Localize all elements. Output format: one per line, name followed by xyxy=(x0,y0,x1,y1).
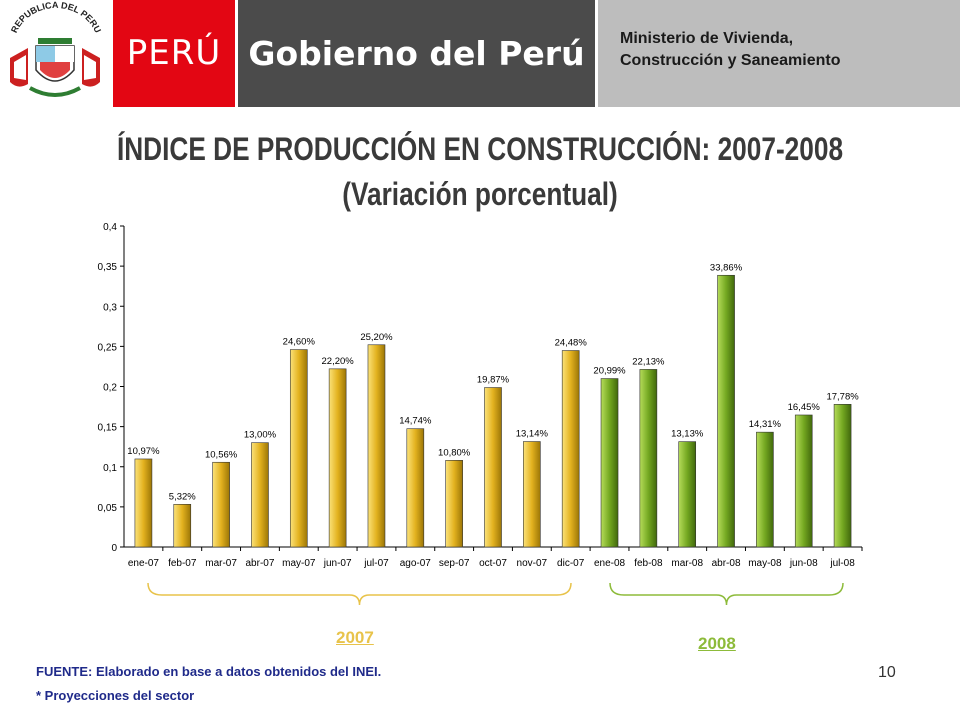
bar-mar-08 xyxy=(678,441,697,548)
data-label-ene-08: 20,99% xyxy=(593,366,626,377)
gobierno-label: Gobierno del Perú xyxy=(248,34,585,73)
x-tick-label-oct-07: oct-07 xyxy=(479,558,507,569)
data-label-oct-07: 19,87% xyxy=(477,375,510,386)
y-tick-label: 0,35 xyxy=(98,262,118,273)
bar-dic-07 xyxy=(561,350,580,548)
x-tick-label-may-07: may-07 xyxy=(282,558,316,569)
peru-brand-box: PERÚ xyxy=(113,0,235,107)
data-label-jul-08: 17,78% xyxy=(826,391,859,402)
bar-sep-07 xyxy=(445,460,463,548)
x-tick-label-feb-08: feb-08 xyxy=(634,558,663,569)
source-note: FUENTE: Elaborado en base a datos obteni… xyxy=(36,664,382,679)
projection-note: * Proyecciones del sector xyxy=(36,688,195,703)
y-tick-label: 0,25 xyxy=(98,342,118,353)
bar-jun-08 xyxy=(794,414,813,548)
x-tick-label-jul-08: jul-08 xyxy=(829,558,855,569)
x-tick-label-dic-07: dic-07 xyxy=(557,558,585,569)
bar-may-08 xyxy=(756,431,774,548)
y-tick-label: 0,1 xyxy=(103,463,117,474)
bar-ago-07 xyxy=(406,428,425,548)
y-tick-label: 0,3 xyxy=(103,302,117,313)
page-subtitle: (Variación porcentual) xyxy=(342,176,618,212)
data-label-mar-07: 10,56% xyxy=(205,449,238,460)
data-label-feb-08: 22,13% xyxy=(632,356,665,367)
data-label-jul-07: 25,20% xyxy=(360,332,393,343)
ministry-label: Ministerio de Vivienda, Construcción y S… xyxy=(620,30,841,69)
bar-jun-07 xyxy=(328,368,347,548)
data-label-may-08: 14,31% xyxy=(749,419,782,430)
bar-feb-08 xyxy=(639,369,658,548)
gobierno-brand-box: Gobierno del Perú xyxy=(238,0,595,107)
coat-of-arms-logo: REPUBLICA DEL PERU xyxy=(0,0,110,110)
ministry-box: Ministerio de Vivienda, Construcción y S… xyxy=(598,0,960,107)
data-label-may-07: 24,60% xyxy=(283,337,316,348)
x-tick-label-sep-07: sep-07 xyxy=(439,558,470,569)
page-title: ÍNDICE DE PRODUCCIÓN EN CONSTRUCCIÓN: 20… xyxy=(116,131,844,167)
group-label-2008: 2008 xyxy=(698,634,736,653)
data-label-mar-08: 13,13% xyxy=(671,429,704,440)
x-tick-label-abr-08: abr-08 xyxy=(712,558,741,569)
data-label-nov-07: 13,14% xyxy=(516,429,549,440)
y-tick-label: 0,2 xyxy=(103,383,117,394)
x-tick-label-jun-08: jun-08 xyxy=(789,558,818,569)
x-tick-label-ago-07: ago-07 xyxy=(400,558,432,569)
data-label-sep-07: 10,80% xyxy=(438,447,471,458)
peru-label: PERÚ xyxy=(126,33,222,73)
brace-2007 xyxy=(147,582,572,606)
header-bar: REPUBLICA DEL PERU PERÚ Gobierno del Per… xyxy=(0,0,960,110)
x-tick-label-nov-07: nov-07 xyxy=(517,558,548,569)
bar-ene-08 xyxy=(600,378,619,548)
bar-mar-07 xyxy=(212,461,230,548)
x-tick-label-abr-07: abr-07 xyxy=(245,558,274,569)
y-tick-label: 0 xyxy=(111,543,117,554)
x-tick-label-ene-07: ene-07 xyxy=(128,558,160,569)
data-label-jun-07: 22,20% xyxy=(322,356,355,367)
bar-jul-08 xyxy=(833,404,852,548)
data-label-feb-07: 5,32% xyxy=(169,491,196,502)
x-tick-label-feb-07: feb-07 xyxy=(168,558,197,569)
y-tick-label: 0,05 xyxy=(98,503,118,514)
bar-abr-08 xyxy=(717,274,735,548)
data-label-ene-07: 10,97% xyxy=(127,446,160,457)
group-label-2007: 2007 xyxy=(336,628,374,647)
bar-oct-07 xyxy=(484,387,502,548)
bar-abr-07 xyxy=(251,442,269,548)
bar-jul-07 xyxy=(367,344,386,548)
x-tick-label-jul-07: jul-07 xyxy=(363,558,389,569)
bar-nov-07 xyxy=(523,441,541,548)
data-label-dic-07: 24,48% xyxy=(555,338,588,349)
brace-2008 xyxy=(609,582,844,606)
data-label-abr-07: 13,00% xyxy=(244,430,277,441)
x-tick-label-jun-07: jun-07 xyxy=(323,558,352,569)
y-tick-label: 0,4 xyxy=(103,222,117,233)
x-tick-label-mar-08: mar-08 xyxy=(671,558,703,569)
x-tick-label-may-08: may-08 xyxy=(748,558,782,569)
y-tick-label: 0,15 xyxy=(98,423,118,434)
x-tick-label-ene-08: ene-08 xyxy=(594,558,626,569)
svg-text:REPUBLICA DEL PERU: REPUBLICA DEL PERU xyxy=(9,0,103,34)
data-label-ago-07: 14,74% xyxy=(399,416,432,427)
page-number: 10 xyxy=(878,664,896,681)
data-label-jun-08: 16,45% xyxy=(788,402,821,413)
bar-ene-07 xyxy=(134,458,153,548)
data-label-abr-08: 33,86% xyxy=(710,262,743,273)
x-tick-label-mar-07: mar-07 xyxy=(205,558,237,569)
bar-feb-07 xyxy=(173,504,192,548)
bar-chart: 0 0,05 0,1 0,15 0,2 0,25 0,3 0,35 0,4 10,97% ene-0… xyxy=(98,222,863,606)
bar-may-07 xyxy=(289,349,308,548)
